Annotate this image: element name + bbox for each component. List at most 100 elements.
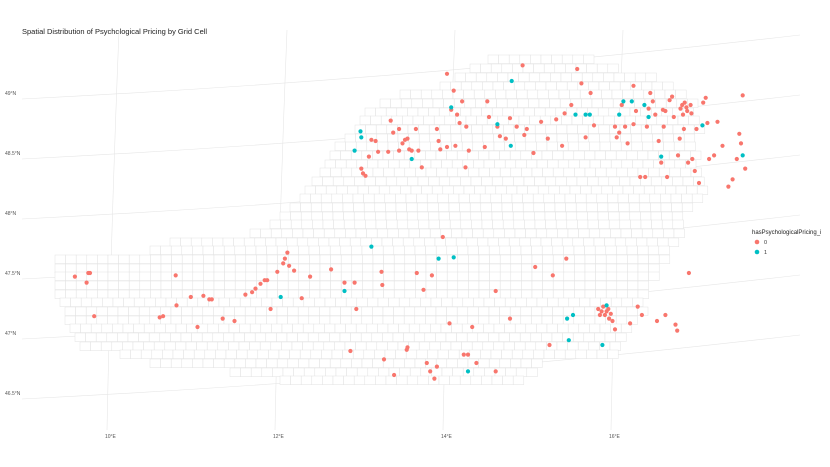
grid-cell <box>398 323 410 333</box>
grid-cell <box>669 167 681 177</box>
grid-cell <box>490 63 503 73</box>
grid-cell <box>450 133 462 143</box>
grid-cell <box>494 159 506 169</box>
grid-cell <box>399 367 411 377</box>
data-point-0 <box>392 372 397 378</box>
data-point-1 <box>409 156 414 162</box>
grid-cell <box>495 89 507 99</box>
grid-cell <box>160 245 172 255</box>
grid-cell <box>150 289 162 299</box>
data-point-0 <box>464 124 469 129</box>
data-point-0 <box>715 119 720 124</box>
grid-cell <box>457 245 469 255</box>
grid-cell <box>400 98 413 108</box>
grid-cell <box>385 202 397 212</box>
grid-cell <box>436 271 448 281</box>
grid-cell <box>334 323 346 333</box>
grid-cell <box>409 159 421 169</box>
grid-cell <box>503 81 515 91</box>
grid-cell <box>90 323 103 333</box>
grid-cell <box>419 141 431 151</box>
grid-cell <box>402 115 414 125</box>
data-point-1 <box>629 99 634 104</box>
data-point-0 <box>644 124 650 129</box>
grid-cell <box>128 271 141 281</box>
data-point-0 <box>391 130 396 135</box>
grid-cell <box>431 185 444 195</box>
grid-cell <box>290 219 303 229</box>
grid-cell <box>552 254 565 264</box>
grid-cell <box>160 306 172 316</box>
grid-cell <box>303 367 316 377</box>
grid-cell <box>459 375 472 385</box>
grid-cell <box>418 219 430 229</box>
grid-cell <box>584 254 596 264</box>
grid-cell <box>658 245 670 255</box>
grid-cell <box>446 306 458 316</box>
grid-cell <box>345 297 358 307</box>
grid-cell <box>436 167 448 177</box>
grid-cell <box>302 228 314 238</box>
grid-cell <box>476 115 488 125</box>
grid-cell <box>536 297 548 307</box>
data-point-0 <box>299 296 304 301</box>
grid-cell <box>203 271 215 281</box>
grid-cell <box>514 228 526 238</box>
grid-cell <box>329 150 341 160</box>
grid-cell <box>276 358 289 368</box>
data-point-0 <box>597 312 603 318</box>
grid-cell <box>298 358 310 368</box>
data-point-0 <box>696 180 702 186</box>
grid-cell <box>334 141 346 151</box>
grid-cell <box>405 193 417 203</box>
grid-cell <box>343 211 355 221</box>
grid-cell <box>514 141 527 151</box>
grid-cell <box>589 297 601 307</box>
grid-cell <box>377 323 389 333</box>
grid-cell <box>557 159 570 169</box>
grid-cell <box>97 280 109 290</box>
grid-cell <box>596 193 608 203</box>
grid-cell <box>510 280 522 290</box>
grid-cell <box>425 245 437 255</box>
grid-cell <box>522 193 534 203</box>
grid-cell <box>542 263 554 273</box>
data-point-0 <box>703 95 708 100</box>
grid-cell <box>243 237 256 247</box>
grid-cell <box>318 332 330 342</box>
grid-cell <box>477 237 489 247</box>
grid-cell <box>445 332 457 342</box>
grid-cell <box>319 245 331 255</box>
grid-cell <box>281 228 293 238</box>
grid-cell <box>679 150 691 160</box>
grid-cell <box>509 332 521 342</box>
grid-cell <box>106 332 118 342</box>
grid-cell <box>561 115 573 125</box>
grid-cell <box>516 185 528 195</box>
data-point-1 <box>642 102 647 108</box>
grid-cell <box>455 237 468 247</box>
grid-cell <box>688 115 700 125</box>
grid-cell <box>107 306 119 316</box>
grid-cell <box>111 341 123 351</box>
grid-cell <box>543 193 555 203</box>
data-point-0 <box>92 314 97 319</box>
grid-cell <box>588 133 600 143</box>
grid-cell <box>255 245 267 255</box>
grid-cell <box>279 211 291 221</box>
grid-cell <box>510 263 522 273</box>
grid-cell <box>547 159 559 169</box>
grid-cell <box>332 211 344 221</box>
grid-cell <box>356 367 369 377</box>
grid-cell <box>478 306 490 316</box>
grid-cell <box>534 124 547 134</box>
grid-cell <box>202 358 214 368</box>
grid-cell <box>681 202 694 212</box>
grid-cell <box>213 254 225 264</box>
grid-cell <box>478 289 490 299</box>
grid-cell <box>151 349 163 359</box>
grid-cell <box>519 237 531 247</box>
grid-cell <box>690 150 702 160</box>
grid-cell <box>290 375 302 385</box>
